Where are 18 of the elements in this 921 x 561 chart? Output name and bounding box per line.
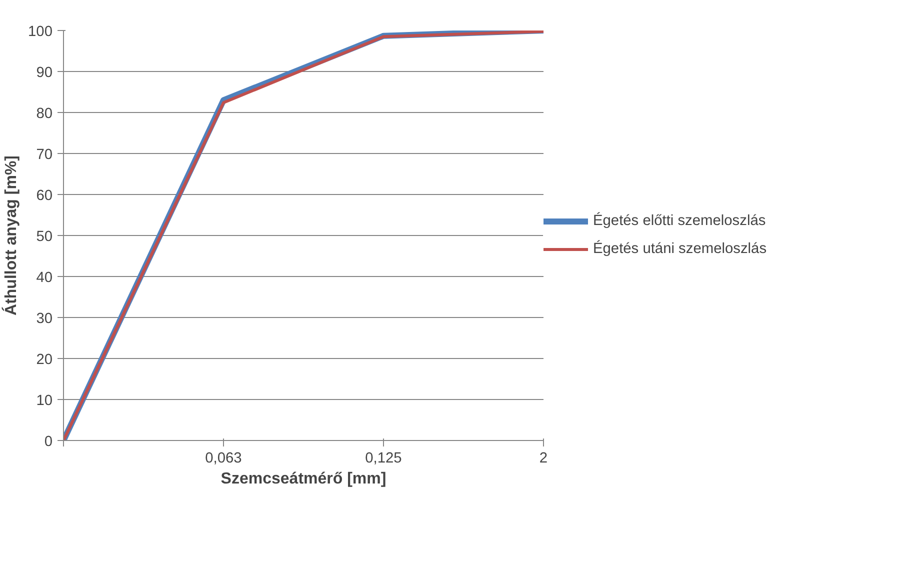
y-tick-label: 80 <box>36 106 53 122</box>
y-tick-label: 10 <box>36 393 53 409</box>
x-axis-title: Szemcseátmérő [mm] <box>220 470 386 488</box>
y-tick-label: 0 <box>44 434 53 450</box>
y-axis-title: Áthullott anyag [m%] <box>1 155 20 316</box>
x-tick-label: 0,125 <box>365 450 402 466</box>
y-tick-label: 70 <box>36 147 53 163</box>
x-tick-label: 2 <box>539 450 548 466</box>
y-tick-label: 50 <box>36 229 53 245</box>
y-tick-label: 20 <box>36 352 53 368</box>
y-tick-label: 40 <box>36 270 53 286</box>
y-tick-label: 30 <box>36 311 53 327</box>
y-tick-label: 60 <box>36 188 53 204</box>
y-tick-label: 90 <box>36 65 53 81</box>
x-tick-label: 0,063 <box>205 450 242 466</box>
y-tick-label: 100 <box>28 24 53 40</box>
legend-label: Égetés előtti szemeloszlás <box>593 213 766 229</box>
legend-label: Égetés utáni szemeloszlás <box>593 241 767 257</box>
